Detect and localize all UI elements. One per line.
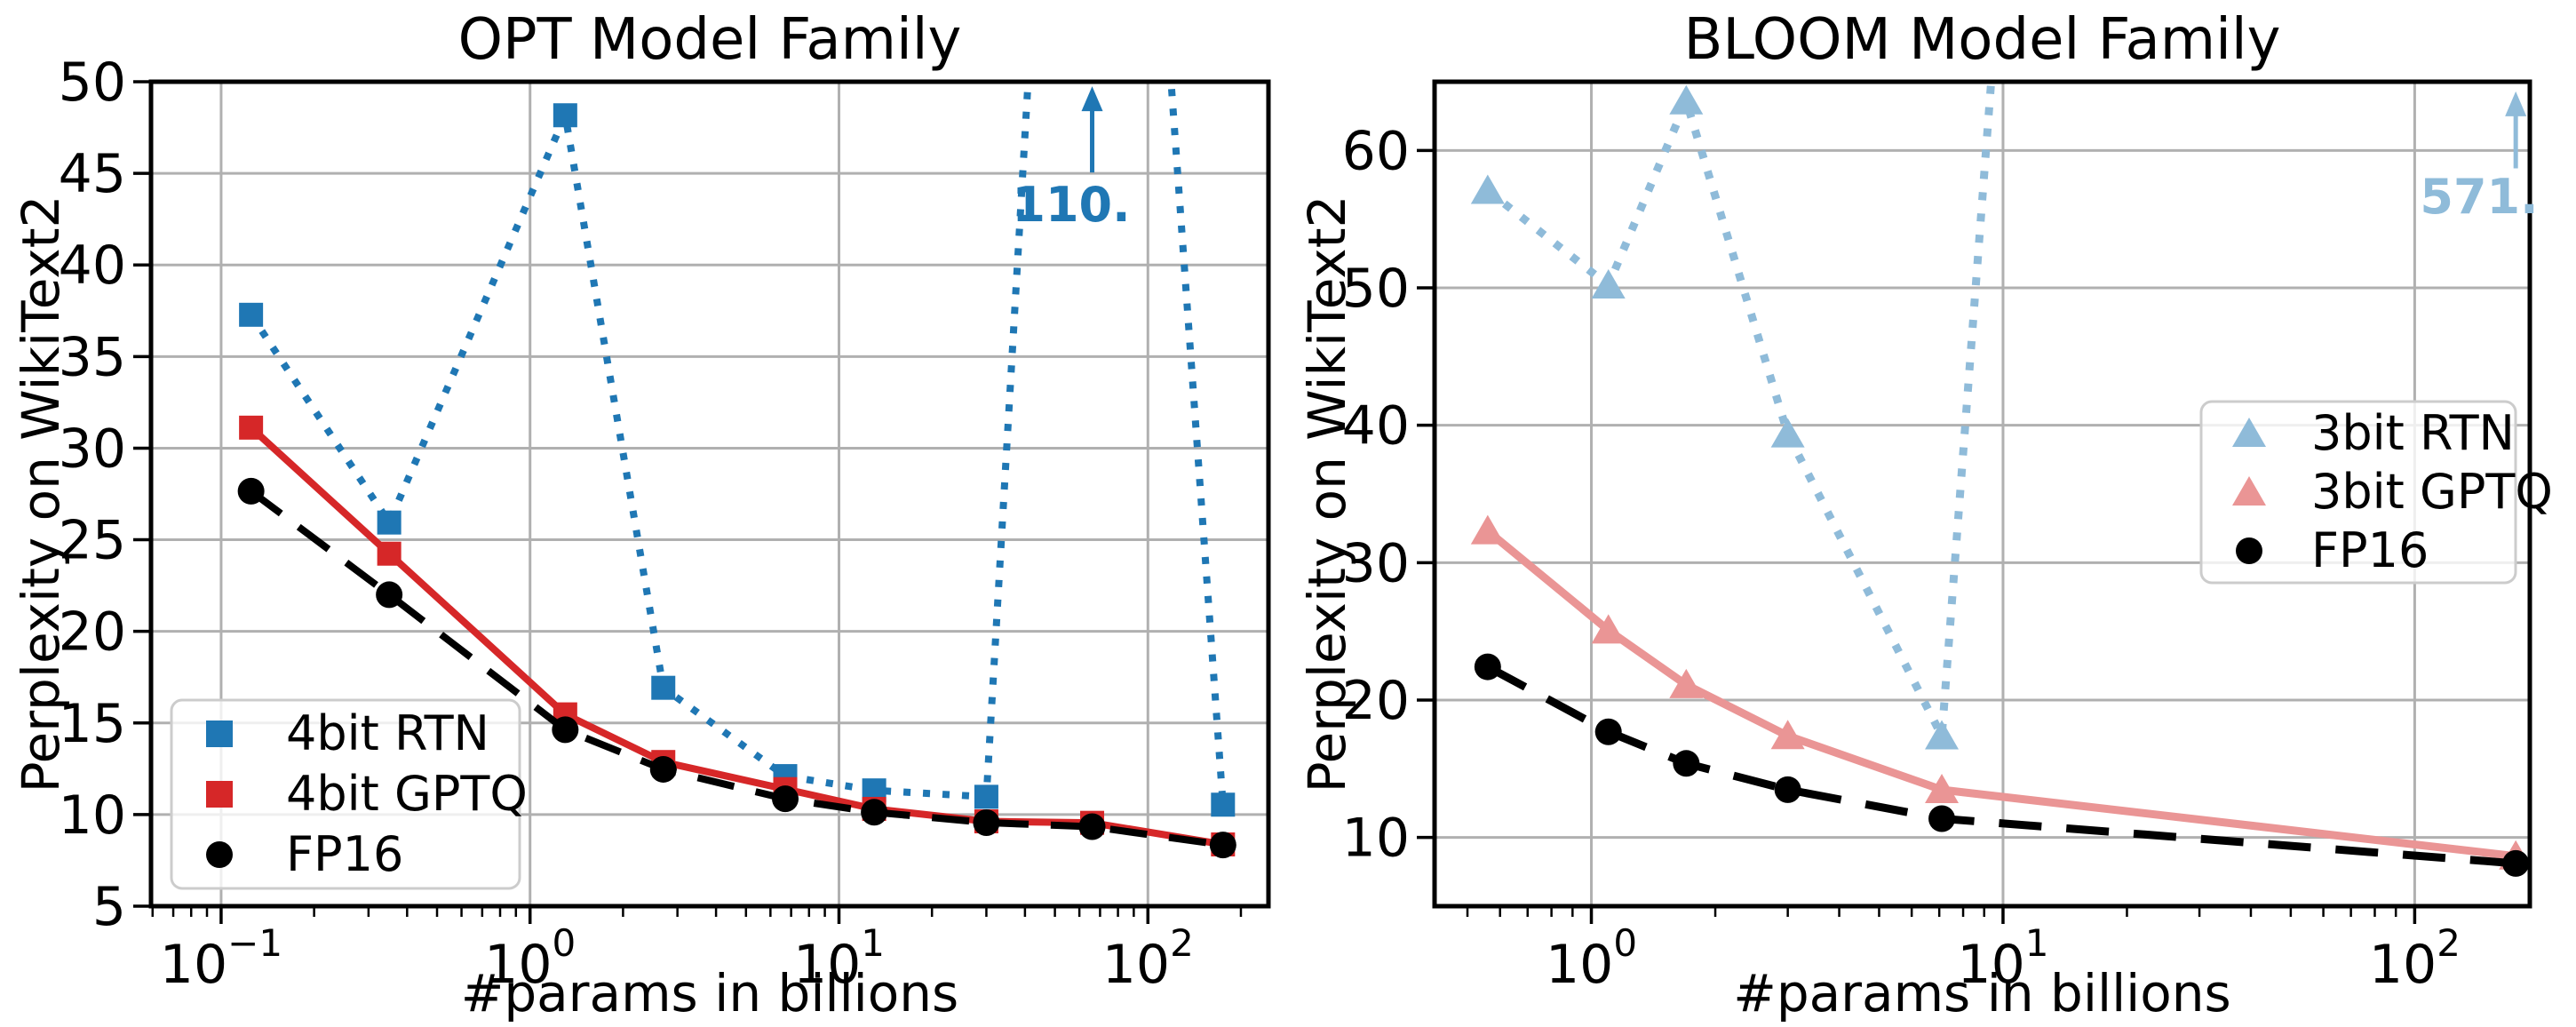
- data-point-marker: [1470, 514, 1505, 545]
- data-point-marker: [553, 103, 577, 128]
- data-point-marker: [239, 302, 264, 327]
- axes-spines: [148, 79, 1271, 909]
- legend-marker: [206, 841, 233, 868]
- data-point-marker: [1673, 750, 1700, 777]
- series-line-FP16: [1485, 663, 2516, 868]
- y-tick-label: 15: [59, 693, 126, 755]
- y-tick-label: 25: [59, 510, 126, 572]
- left-xaxis-label: #params in billions: [460, 963, 959, 1023]
- data-point-marker: [974, 784, 998, 809]
- data-point-marker: [377, 510, 402, 535]
- data-point-marker: [1770, 720, 1805, 750]
- data-point-marker: [1928, 805, 1956, 832]
- data-point-marker: [239, 415, 264, 440]
- data-point-marker: [861, 799, 888, 826]
- right-legend-label-gptq: 3bit GPTQ: [2311, 464, 2553, 520]
- y-tick-label: 45: [59, 143, 126, 205]
- data-point-marker: [1211, 792, 1236, 817]
- left-annotation-value: 110.: [1012, 177, 1131, 233]
- right-legend-label-rtn: 3bit RTN: [2311, 405, 2515, 461]
- data-point-marker: [1078, 813, 1106, 840]
- data-point-marker: [1474, 653, 1501, 681]
- y-tick-label: 30: [59, 418, 126, 480]
- legend-marker: [206, 781, 233, 808]
- data-point-marker: [1591, 269, 1626, 299]
- data-point-marker: [1925, 720, 1960, 750]
- y-tick-label: 50: [59, 52, 126, 114]
- y-tick-label: 20: [59, 601, 126, 664]
- left-legend-label-fp16: FP16: [286, 826, 404, 882]
- data-point-marker: [973, 808, 1000, 836]
- right-chart-title: BLOOM Model Family: [1683, 7, 2281, 73]
- annotation-arrow-head: [1081, 86, 1103, 112]
- legend-marker: [2232, 476, 2266, 506]
- right-xaxis-label: #params in billions: [1733, 963, 2231, 1023]
- y-tick-label: 20: [1342, 670, 1410, 732]
- legend-box: [170, 698, 521, 890]
- axes-spines: [1432, 79, 2532, 909]
- data-point-marker: [1591, 614, 1626, 644]
- data-point-marker: [1669, 668, 1704, 698]
- data-point-marker: [552, 716, 579, 744]
- legend-box: [2199, 400, 2517, 585]
- data-point-marker: [651, 675, 676, 700]
- data-point-marker: [1669, 84, 1704, 115]
- left-legend-label-gptq: 4bit GPTQ: [286, 766, 528, 822]
- y-tick-label: 60: [1342, 120, 1410, 182]
- legend-marker: [206, 720, 233, 747]
- data-point-marker: [377, 541, 402, 566]
- data-point-marker: [1770, 418, 1805, 448]
- right-yaxis-label: Perplexity on WikiText2: [1297, 195, 1357, 793]
- right-annotation-value: 571.: [2420, 169, 2539, 225]
- y-tick-label: 50: [1342, 258, 1410, 320]
- series-line-4bit-RTN: [248, 82, 1227, 806]
- data-point-marker: [1774, 776, 1801, 803]
- y-tick-label: 10: [59, 784, 126, 847]
- data-point-marker: [1925, 773, 1960, 803]
- x-tick-label: 102: [1102, 921, 1194, 996]
- data-point-marker: [237, 477, 265, 505]
- left-chart-title: OPT Model Family: [457, 7, 962, 73]
- data-point-marker: [649, 755, 677, 783]
- right-legend-label-fp16: FP16: [2311, 522, 2429, 578]
- series-line-3bit-GPTQ: [1484, 528, 2516, 861]
- annotation-arrow-head: [2505, 91, 2527, 116]
- y-tick-label: 40: [1342, 395, 1410, 458]
- data-point-marker: [1209, 832, 1236, 859]
- left-legend-label-rtn: 4bit RTN: [286, 705, 489, 761]
- left-yaxis-label: Perplexity on WikiText2: [11, 195, 71, 793]
- y-tick-label: 10: [1342, 808, 1410, 870]
- data-point-marker: [2502, 849, 2530, 877]
- y-tick-label: 35: [59, 326, 126, 388]
- x-tick-label: 101: [793, 921, 885, 996]
- data-point-marker: [376, 581, 403, 609]
- data-point-marker: [1594, 718, 1622, 745]
- y-tick-label: 30: [1342, 532, 1410, 594]
- y-tick-label: 5: [92, 876, 126, 938]
- y-tick-label: 40: [59, 235, 126, 297]
- legend-marker: [2236, 537, 2262, 564]
- data-point-marker: [1470, 174, 1505, 204]
- legend-marker: [2232, 418, 2266, 447]
- data-point-marker: [772, 785, 799, 813]
